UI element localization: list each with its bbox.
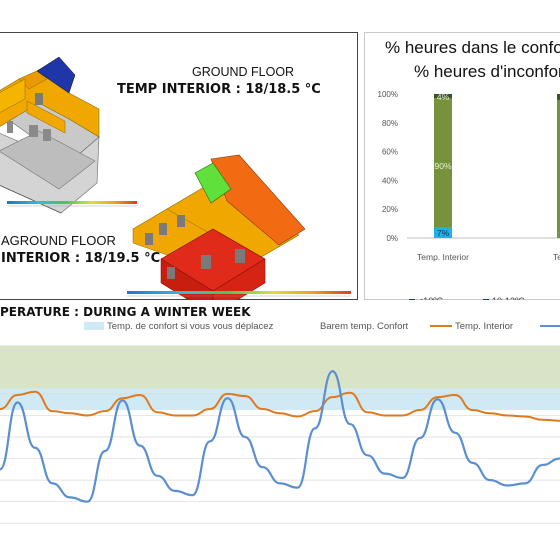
thermal-render-panel: GROUND FLOOR TEMP INTERIOR : 18/18.5 °C … bbox=[0, 32, 358, 316]
comfort-bar-segment bbox=[557, 94, 560, 238]
legend-interior-swatch bbox=[430, 325, 452, 328]
winter-week-panel: PERATURE : DURING A WINTER WEEK Temp. de… bbox=[0, 300, 560, 534]
comfort-percentage-panel: % heures dans le confort % heures d'inco… bbox=[364, 32, 560, 306]
upper-floor-model bbox=[132, 154, 306, 316]
ground-floor-color-scale bbox=[7, 201, 137, 207]
y-tick-label: 40% bbox=[382, 176, 398, 185]
interior-temp-line bbox=[0, 390, 560, 422]
legend-interior-label: Temp. Interior bbox=[455, 321, 514, 332]
exterior-temp-line bbox=[0, 370, 560, 503]
bar-data-label: 4% bbox=[437, 92, 450, 102]
bar-data-label: 90% bbox=[434, 161, 451, 171]
week-chart-title: PERATURE : DURING A WINTER WEEK bbox=[0, 305, 251, 319]
upper-floor-temp: INTERIOR : 18/19.5 °C bbox=[1, 251, 161, 266]
bar-data-label: 7% bbox=[437, 228, 450, 238]
discomfort-title: % heures d'inconfort bbox=[414, 62, 560, 81]
upper-floor-color-scale bbox=[127, 291, 351, 297]
y-tick-label: 100% bbox=[378, 90, 398, 99]
legend-comfort-move: Temp. de confort si vous vous déplacez bbox=[84, 321, 273, 332]
comfort-bar-segment bbox=[434, 227, 452, 238]
y-tick-label: 80% bbox=[382, 119, 398, 128]
upper-floor-label: AGROUND FLOOR bbox=[1, 233, 116, 248]
comfort-bar-chart: 0% 20% 40% 60% 80% 100% Temp. Interior Te 7% 90% 4… bbox=[378, 90, 560, 262]
y-tick-label: 0% bbox=[386, 234, 398, 243]
comfort-bar-segment bbox=[434, 98, 452, 228]
legend-comfort-move-label: Temp. de confort si vous vous déplacez bbox=[107, 321, 274, 332]
comfort-bar-segment bbox=[557, 94, 560, 100]
legend-exterior-swatch bbox=[540, 325, 560, 328]
comfort-title: % heures dans le confort bbox=[385, 38, 560, 57]
legend-barem: Barem temp. Confort bbox=[320, 321, 409, 332]
barem-comfort-band bbox=[0, 345, 560, 389]
legend-exterior bbox=[540, 321, 560, 332]
ground-floor-label: GROUND FLOOR bbox=[192, 65, 295, 79]
comfort-bar-segment bbox=[434, 94, 452, 99]
y-tick-label: 20% bbox=[382, 205, 398, 214]
category-label: Te bbox=[553, 252, 560, 262]
ground-floor-temp: TEMP INTERIOR : 18/18.5 °C bbox=[117, 82, 321, 97]
ground-floor-model bbox=[0, 56, 100, 214]
comfort-move-band bbox=[0, 388, 560, 411]
y-tick-label: 60% bbox=[382, 148, 398, 157]
legend-comfort-move-swatch bbox=[84, 322, 104, 331]
legend-interior: Temp. Interior bbox=[430, 321, 513, 332]
winter-week-line-chart bbox=[0, 345, 560, 524]
category-label: Temp. Interior bbox=[417, 252, 469, 262]
